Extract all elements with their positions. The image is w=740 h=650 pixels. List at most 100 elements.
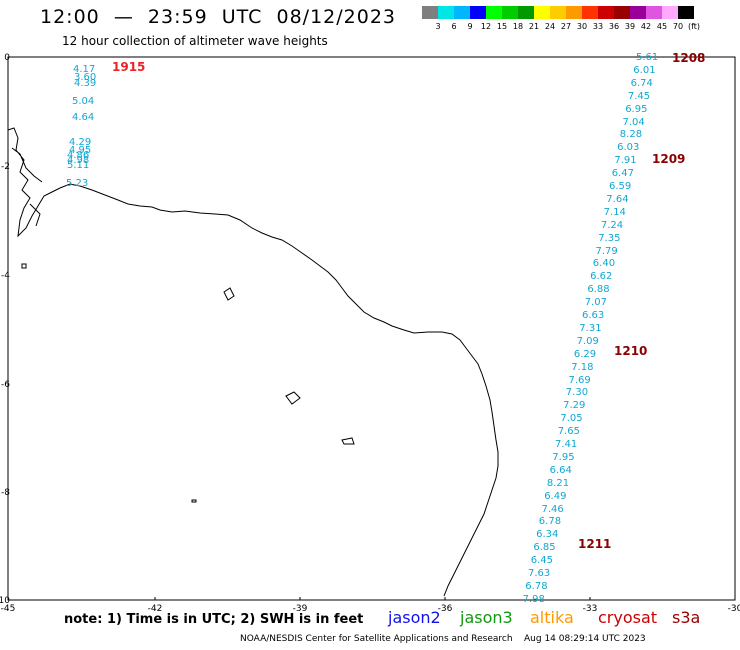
color-scale bbox=[422, 6, 694, 22]
scale-swatch bbox=[566, 6, 582, 19]
wave-height-value: 8.28 bbox=[619, 129, 643, 141]
scale-swatch bbox=[486, 6, 502, 19]
x-tick-label: -36 bbox=[438, 604, 453, 614]
scale-swatch bbox=[662, 6, 678, 19]
scale-label: 6 bbox=[451, 22, 457, 31]
x-tick-label: -30 bbox=[728, 604, 740, 614]
wave-height-value: 6.95 bbox=[625, 103, 648, 115]
wave-height-value: 6.63 bbox=[582, 310, 605, 321]
wave-height-value: 4.64 bbox=[72, 112, 95, 123]
wave-height-value: 6.47 bbox=[611, 168, 634, 180]
scale-swatch bbox=[614, 6, 630, 19]
scale-swatch bbox=[550, 6, 566, 19]
scale-label: 36 bbox=[608, 22, 620, 31]
wave-height-value: 4.17 bbox=[73, 64, 96, 75]
scale-swatch bbox=[502, 6, 518, 19]
wave-height-value: 7.29 bbox=[563, 400, 586, 412]
wave-height-value: 7.65 bbox=[557, 426, 580, 438]
wave-height-value: 7.31 bbox=[579, 322, 602, 334]
wave-height-value: 7.14 bbox=[603, 206, 626, 218]
scale-swatch bbox=[582, 6, 598, 19]
x-tick-label: -39 bbox=[293, 604, 308, 614]
y-tick-label: -6 bbox=[1, 380, 10, 390]
scale-swatch bbox=[470, 6, 486, 19]
time-tag: 1211 bbox=[578, 537, 612, 551]
y-tick-label: -10 bbox=[0, 596, 10, 606]
wave-height-value: 6.78 bbox=[525, 580, 548, 592]
wave-height-value: 4.29 bbox=[69, 137, 92, 148]
wave-height-value: 7.79 bbox=[595, 245, 618, 257]
color-scale-labels: 3 6 9 12 15 18 21 24 27 30 33 36 39 42 45 70 (ft) bbox=[422, 22, 740, 32]
wave-height-value: 6.40 bbox=[592, 258, 616, 270]
wave-height-value: 7.95 bbox=[552, 451, 575, 463]
wave-height-value: 7.05 bbox=[560, 413, 583, 425]
wave-height-value: 6.64 bbox=[549, 464, 572, 476]
island-5 bbox=[21, 263, 27, 269]
wave-height-value: 4.95 bbox=[69, 145, 92, 156]
credit-line: NOAA/NESDIS Center for Satellite Applica… bbox=[240, 634, 646, 644]
wave-height-value: 7.91 bbox=[614, 155, 637, 167]
island-3 bbox=[341, 437, 355, 445]
scale-label: 45 bbox=[656, 22, 668, 31]
island-2 bbox=[285, 391, 301, 405]
wave-height-value: 7.09 bbox=[576, 335, 599, 347]
wave-height-value: 7.30 bbox=[565, 387, 589, 399]
x-tick-label: -42 bbox=[148, 604, 163, 614]
wave-height-value: 5.61 bbox=[636, 52, 659, 63]
scale-label: 18 bbox=[512, 22, 524, 31]
island-4 bbox=[191, 499, 197, 503]
map-frame bbox=[7, 56, 736, 601]
wave-height-value: 7.24 bbox=[600, 219, 624, 231]
x-tick-label: -33 bbox=[583, 604, 598, 614]
wave-height-value: 7.69 bbox=[568, 374, 591, 386]
wave-height-value: 6.88 bbox=[587, 284, 610, 296]
wave-height-value: 6.62 bbox=[590, 271, 613, 283]
wave-height-value: 8.21 bbox=[546, 477, 570, 489]
time-tag: 1208 bbox=[672, 51, 706, 65]
coastline-north bbox=[7, 127, 61, 238]
scale-swatch bbox=[422, 6, 438, 19]
scale-swatch bbox=[534, 6, 550, 19]
wave-height-value: 4.98 bbox=[67, 155, 90, 166]
island-1 bbox=[223, 287, 235, 301]
scale-swatch bbox=[518, 6, 534, 19]
wave-height-value: 6.78 bbox=[538, 516, 562, 528]
wave-height-value: 5.04 bbox=[72, 96, 95, 107]
scale-label: 70 bbox=[672, 22, 684, 31]
wave-height-value: 6.03 bbox=[617, 142, 640, 154]
wave-height-value: 6.59 bbox=[609, 181, 632, 192]
scale-label: 12 bbox=[480, 22, 492, 31]
wave-height-value: 7.35 bbox=[598, 232, 621, 244]
wave-height-value: 6.85 bbox=[533, 542, 556, 554]
time-tag: 1210 bbox=[614, 344, 648, 358]
wave-height-value: 5.23 bbox=[66, 178, 89, 189]
satellite-label: s3a bbox=[672, 608, 701, 627]
wave-height-value: 7.18 bbox=[571, 361, 594, 373]
coastline bbox=[59, 183, 499, 597]
satellite-label: cryosat bbox=[598, 608, 658, 627]
scale-label: 42 bbox=[640, 22, 652, 31]
map-title: 12:00 — 23:59 UTC 08/12/2023 bbox=[40, 6, 397, 28]
wave-height-value: 7.64 bbox=[606, 193, 629, 205]
scale-label: 24 bbox=[544, 22, 556, 31]
wave-height-value: 6.49 bbox=[544, 490, 567, 502]
time-tag: 1915 bbox=[112, 60, 146, 74]
wave-height-value: 3.60 bbox=[74, 72, 97, 83]
wave-height-value: 6.45 bbox=[530, 555, 553, 567]
scale-label: (ft) bbox=[687, 22, 701, 31]
footer-note: note: 1) Time is in UTC; 2) SWH is in fe… bbox=[64, 612, 364, 627]
wave-height-value: 5.11 bbox=[67, 160, 90, 171]
scale-swatch bbox=[646, 6, 662, 19]
scale-label: 15 bbox=[496, 22, 508, 31]
y-tick-label: -4 bbox=[1, 271, 10, 281]
wave-height-value: 4.39 bbox=[74, 78, 97, 89]
wave-height-value: 7.46 bbox=[541, 503, 564, 515]
y-tick-label: -2 bbox=[1, 162, 10, 172]
y-tick-label: 0 bbox=[4, 53, 10, 63]
scale-swatch bbox=[438, 6, 454, 19]
wave-height-value: 7.41 bbox=[555, 439, 578, 450]
scale-label: 27 bbox=[560, 22, 572, 31]
scale-label: 39 bbox=[624, 22, 636, 31]
wave-height-value: 7.63 bbox=[528, 568, 551, 579]
